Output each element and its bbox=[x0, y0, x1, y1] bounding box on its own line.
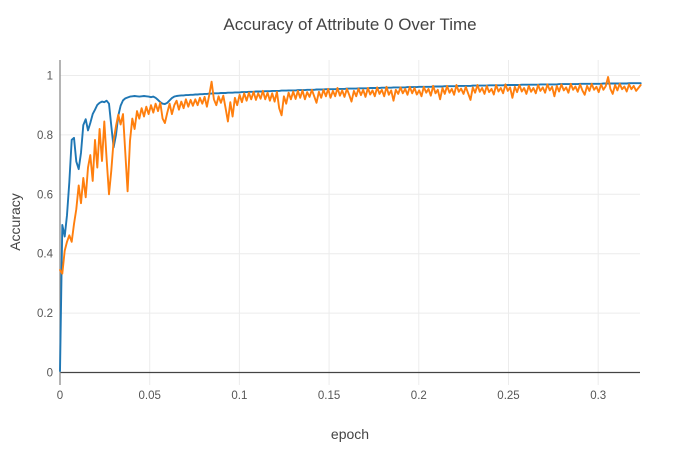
y-tick-label: 1 bbox=[47, 71, 53, 83]
x-tick-label: 0.15 bbox=[318, 390, 340, 402]
series-line-orange bbox=[59, 76, 642, 275]
x-tick-label: 0.05 bbox=[139, 390, 161, 402]
y-tick-label: 0.4 bbox=[37, 249, 54, 261]
grid-layer bbox=[59, 60, 640, 385]
x-tick-label: 0.3 bbox=[590, 390, 606, 402]
series-layer bbox=[59, 76, 642, 372]
y-tick-label: 0.6 bbox=[37, 189, 53, 201]
x-axis-title: epoch bbox=[331, 426, 369, 442]
x-tick-label: 0 bbox=[57, 390, 63, 402]
y-axis-title: Accuracy bbox=[7, 193, 23, 251]
x-tick-label: 0.25 bbox=[497, 390, 519, 402]
y-tick-label: 0.8 bbox=[37, 130, 53, 142]
x-tick-label: 0.1 bbox=[231, 390, 247, 402]
tick-layer: 0 0.05 0.1 0.15 0.2 0.25 0.3 0 0.2 0.4 0.6 0.8 1 bbox=[37, 71, 606, 403]
y-tick-label: 0 bbox=[47, 368, 53, 380]
series-line-blue bbox=[59, 82, 642, 372]
y-tick-label: 0.2 bbox=[37, 308, 53, 320]
x-tick-label: 0.2 bbox=[411, 390, 427, 402]
chart-title: Accuracy of Attribute 0 Over Time bbox=[223, 15, 476, 34]
